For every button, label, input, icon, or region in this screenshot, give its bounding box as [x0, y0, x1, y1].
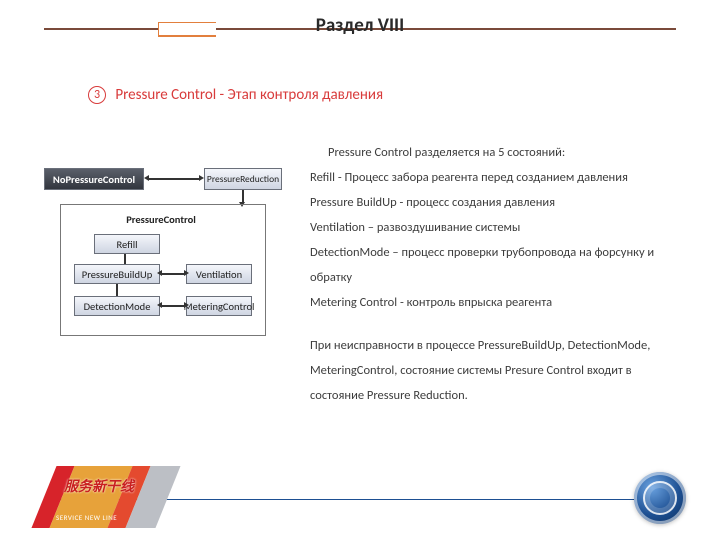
edge-pb-vt — [162, 273, 184, 275]
section-heading: 3 Pressure Control - Этап контроля давле… — [88, 86, 383, 104]
edge-rf-pb — [124, 254, 126, 264]
edge-np-pr — [149, 178, 199, 180]
logo-main-text: 服务新干线 — [64, 476, 134, 496]
node-frame-title: PressureControl — [102, 210, 220, 228]
heading-text: Pressure Control - Этап контроля давлени… — [115, 86, 383, 104]
state-diagram: NoPressureControl PressureReduction Pres… — [44, 168, 282, 338]
edge-dm-mc — [162, 305, 184, 307]
body-text: Pressure Control разделяется на 5 состоя… — [310, 140, 680, 408]
intro-line: Pressure Control разделяется на 5 состоя… — [310, 140, 680, 165]
edge-pb-dm — [116, 284, 118, 296]
item-buildup: Pressure BuildUp - процесс создания давл… — [310, 190, 680, 215]
logo-sub-text: SERVICE NEW LINE — [56, 513, 117, 522]
heading-number: 3 — [88, 86, 106, 104]
item-refill: Refill - Процесс забора реагента перед с… — [310, 165, 680, 190]
note-line: При неисправности в процессе PressureBui… — [310, 333, 680, 408]
node-buildup: PressureBuildUp — [74, 264, 160, 284]
node-detection: DetectionMode — [74, 296, 160, 316]
node-pressure-reduction: PressureReduction — [204, 168, 282, 190]
footer-logo-right — [634, 472, 686, 524]
item-ventilation: Ventilation – развоздушивание системы — [310, 215, 680, 240]
edge-pr-frame — [242, 190, 244, 202]
footer-logo-left: 服务新干线 SERVICE NEW LINE — [44, 466, 194, 528]
page-title: Раздел VIII — [0, 14, 720, 37]
node-refill: Refill — [94, 234, 160, 254]
node-metering: MeteringControl — [186, 296, 252, 316]
node-no-pressure: NoPressureControl — [44, 168, 144, 190]
node-ventilation: Ventilation — [186, 264, 252, 284]
item-metering: Metering Control - контроль впрыска реаг… — [310, 290, 680, 315]
item-detection: DetectionMode – процесс проверки трубопр… — [310, 240, 680, 290]
